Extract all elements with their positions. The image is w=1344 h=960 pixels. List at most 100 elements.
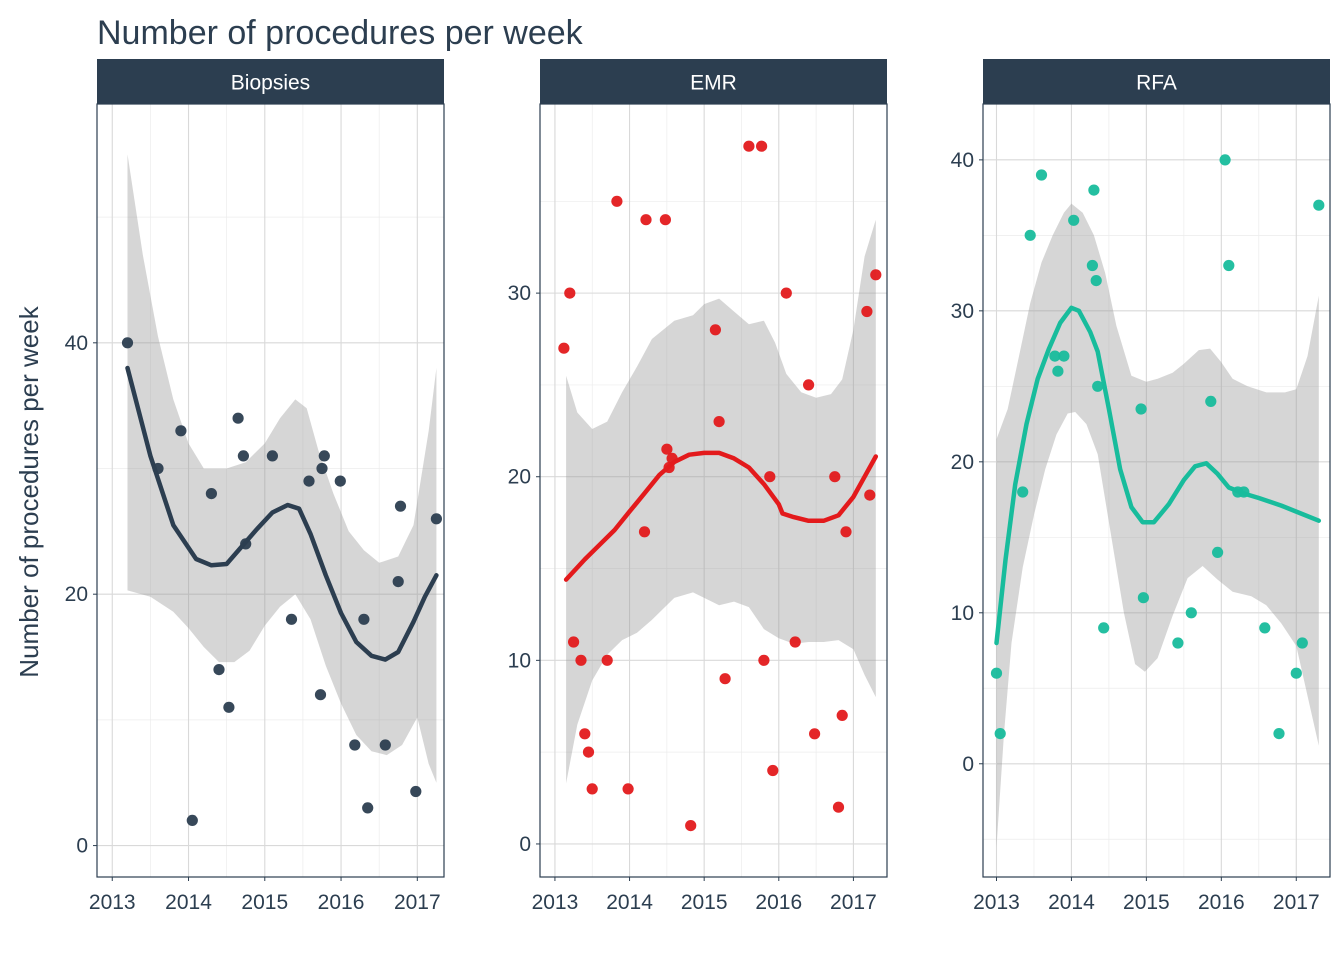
facet-strip bbox=[540, 59, 887, 104]
data-point bbox=[756, 140, 768, 152]
data-point bbox=[1137, 592, 1149, 604]
x-tick-label: 2015 bbox=[681, 891, 728, 914]
data-point bbox=[358, 613, 370, 625]
panel-biopsies: Biopsies 0 20 40 2013 2014 2015 2016 2017 bbox=[65, 59, 445, 914]
points bbox=[990, 154, 1325, 740]
y-tick-label: 30 bbox=[508, 282, 531, 305]
data-point bbox=[318, 450, 330, 462]
facet-strip bbox=[983, 59, 1330, 104]
data-point bbox=[575, 654, 587, 666]
data-point bbox=[1052, 365, 1064, 377]
data-point bbox=[1223, 259, 1235, 272]
data-point bbox=[316, 462, 328, 475]
data-point bbox=[1212, 546, 1224, 559]
data-point bbox=[1296, 637, 1308, 649]
facet-strip-label: EMR bbox=[690, 72, 737, 95]
x-tick-label: 2015 bbox=[1123, 891, 1170, 914]
data-point bbox=[392, 576, 404, 588]
x-tick-label: 2013 bbox=[532, 891, 579, 914]
data-point bbox=[1068, 214, 1080, 226]
data-point bbox=[661, 443, 673, 455]
data-point bbox=[579, 728, 591, 740]
data-point bbox=[186, 814, 198, 827]
confidence-band bbox=[996, 203, 1319, 847]
data-point bbox=[832, 801, 845, 813]
data-point bbox=[622, 783, 634, 795]
data-point bbox=[430, 513, 442, 525]
data-point bbox=[861, 305, 873, 318]
data-point bbox=[709, 324, 722, 336]
data-point bbox=[266, 450, 278, 462]
data-point bbox=[213, 664, 225, 676]
data-point bbox=[394, 500, 407, 512]
data-point bbox=[1017, 486, 1029, 498]
y-tick-label: 20 bbox=[951, 451, 974, 474]
data-point bbox=[1259, 622, 1271, 634]
data-point bbox=[175, 425, 187, 437]
x-tick-label: 2014 bbox=[1048, 891, 1095, 914]
data-point bbox=[758, 654, 770, 666]
points bbox=[558, 140, 882, 832]
data-point bbox=[638, 526, 651, 538]
smooth-line bbox=[994, 305, 1322, 646]
x-tick-label: 2016 bbox=[755, 891, 802, 914]
data-point bbox=[990, 667, 1003, 679]
data-point bbox=[410, 785, 422, 798]
data-point bbox=[379, 739, 391, 751]
data-point bbox=[780, 287, 792, 299]
data-point bbox=[870, 269, 882, 281]
y-tick-label: 40 bbox=[951, 149, 974, 172]
smooth-line bbox=[563, 450, 879, 582]
data-point bbox=[1219, 154, 1231, 166]
y-tick-label: 10 bbox=[951, 602, 974, 625]
data-point bbox=[1058, 350, 1070, 362]
data-point bbox=[836, 709, 848, 722]
x-tick-label: 2015 bbox=[241, 891, 288, 914]
data-point bbox=[994, 728, 1006, 740]
data-point bbox=[1135, 403, 1147, 415]
panel-rfa: RFA 0 10 20 30 40 2013 2014 2015 2016 2017 bbox=[951, 59, 1331, 914]
y-tick-label: 40 bbox=[65, 332, 88, 355]
points bbox=[121, 337, 442, 827]
data-point bbox=[713, 416, 725, 428]
data-point bbox=[864, 489, 876, 501]
data-point bbox=[205, 488, 217, 500]
data-point bbox=[685, 820, 697, 832]
data-point bbox=[237, 450, 249, 462]
facet-panels: Biopsies 0 20 40 2013 2014 2015 2016 2017 EMR 0 10 2… bbox=[65, 59, 1331, 914]
y-tick-label: 0 bbox=[519, 833, 531, 856]
data-point bbox=[285, 613, 298, 625]
confidence-band bbox=[566, 219, 876, 784]
data-point bbox=[314, 689, 327, 701]
data-point bbox=[1090, 275, 1102, 287]
data-point bbox=[1049, 350, 1061, 362]
data-point bbox=[764, 471, 776, 483]
facet-strip bbox=[97, 59, 444, 104]
data-point bbox=[223, 701, 235, 713]
data-point bbox=[1088, 184, 1100, 196]
data-point bbox=[659, 214, 672, 226]
x-tick-label: 2017 bbox=[1273, 891, 1320, 914]
chart-title: Number of procedures per week bbox=[97, 14, 584, 52]
y-tick-label: 10 bbox=[508, 649, 531, 672]
facet-strip-label: Biopsies bbox=[231, 72, 310, 95]
data-point bbox=[1185, 607, 1197, 619]
data-point bbox=[1086, 259, 1098, 272]
data-point bbox=[809, 728, 821, 740]
data-point bbox=[1092, 380, 1104, 392]
data-point bbox=[1098, 622, 1110, 634]
x-tick-label: 2013 bbox=[973, 891, 1020, 914]
data-point bbox=[1273, 728, 1285, 740]
data-point bbox=[767, 764, 779, 777]
x-tick-label: 2017 bbox=[830, 891, 877, 914]
data-point bbox=[558, 342, 570, 354]
x-tick-label: 2016 bbox=[1198, 891, 1245, 914]
data-point bbox=[640, 214, 652, 226]
data-point bbox=[232, 412, 244, 424]
data-point bbox=[582, 746, 595, 758]
data-point bbox=[789, 636, 801, 648]
y-tick-label: 0 bbox=[76, 835, 88, 858]
x-tick-label: 2014 bbox=[165, 891, 212, 914]
data-point bbox=[1290, 667, 1302, 679]
